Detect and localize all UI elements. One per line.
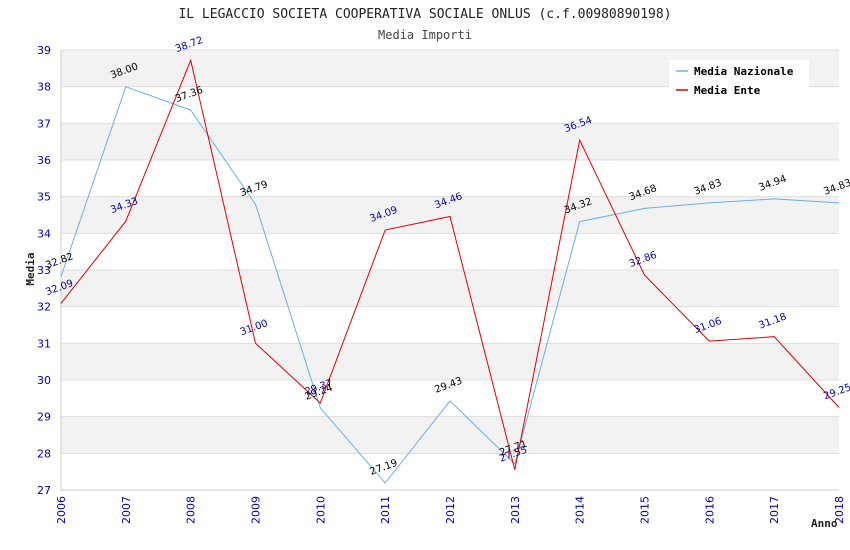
grid-band [61,380,839,417]
x-tick-label: 2011 [379,496,392,524]
x-tick-label: 2014 [574,496,587,524]
x-tick-label: 2010 [314,496,327,524]
grid-band [61,233,839,270]
y-tick-label: 30 [37,374,51,387]
series-line-2 [60,58,840,470]
legend: Media Nazionale Media Ente [669,60,809,102]
x-tick-label: 2006 [55,496,68,524]
x-axis-ticks: 2006 2007 2008 2009 2010 2011 2012 2013 2014 2015… [55,496,846,524]
y-tick-label: 38 [37,81,51,94]
y-tick-label: 34 [37,227,51,240]
y-axis-label: Media [24,252,37,285]
y-tick-label: 31 [37,337,51,350]
y-tick-label: 36 [37,154,51,167]
y-tick-label: 29 [37,411,51,424]
grid-band [61,306,839,344]
y-axis-ticks: 27 28 29 30 31 32 33 34 35 36 37 38 39 [37,44,51,497]
x-tick-label: 2018 [833,496,846,524]
grid-band [61,416,839,454]
chart-subtitle: Media Importi [378,28,472,42]
grid-bands [60,49,839,491]
y-tick-label: 32 [37,301,51,314]
x-axis-label: Anno [811,517,838,530]
y-tick-label: 28 [37,447,51,460]
legend-box [669,60,809,102]
x-tick-label: 2015 [639,496,652,524]
grid-band [61,123,839,160]
series-lines [60,58,840,484]
grid-band [61,453,839,490]
chart-title: IL LEGACCIO SOCIETA COOPERATIVA SOCIALE … [178,7,671,22]
x-tick-label: 2008 [185,496,198,524]
x-tick-label: 2016 [703,496,716,524]
x-tick-label: 2009 [250,496,263,524]
y-tick-label: 37 [37,117,51,130]
y-tick-label: 39 [37,44,51,57]
x-tick-label: 2017 [768,496,781,524]
grid-band [61,270,839,307]
x-tick-label: 2007 [120,496,133,524]
x-tick-label: 2012 [444,496,457,524]
legend-item-label: Media Nazionale [694,65,794,78]
y-tick-label: 27 [37,484,51,497]
legend-item-label: Media Ente [694,84,761,97]
y-tick-label: 35 [37,191,51,204]
x-tick-label: 2013 [509,496,522,524]
grid-band [61,160,839,197]
series-line-1 [60,86,840,484]
y-tick-label: 33 [37,264,51,277]
grid-band [61,343,839,380]
